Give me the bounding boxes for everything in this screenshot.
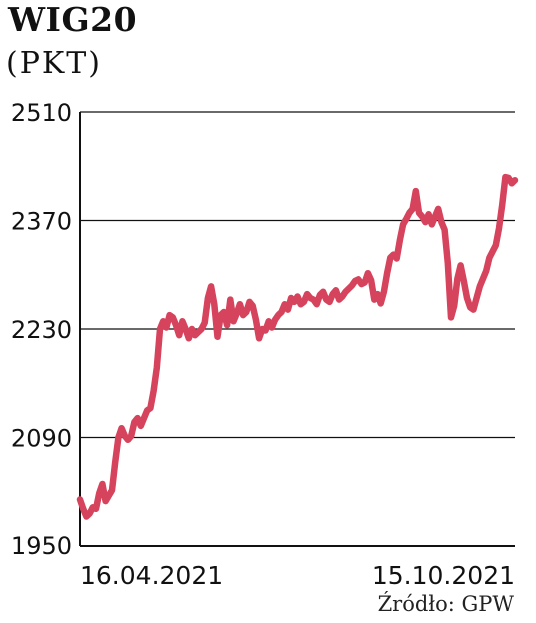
chart-unit: (PKT) [6,46,103,81]
source-note: Źródło: GPW [377,592,514,616]
chart-title: WIG20 [8,0,138,39]
y-tick-label: 1950 [11,532,72,560]
y-tick-label: 2230 [11,316,72,344]
x-tick-label-start: 16.04.2021 [80,561,223,590]
y-tick-label: 2090 [11,425,72,453]
y-tick-label: 2510 [11,99,72,127]
x-tick-label-end: 15.10.2021 [372,561,515,590]
series-line [76,173,519,520]
y-tick-label: 2370 [11,208,72,236]
